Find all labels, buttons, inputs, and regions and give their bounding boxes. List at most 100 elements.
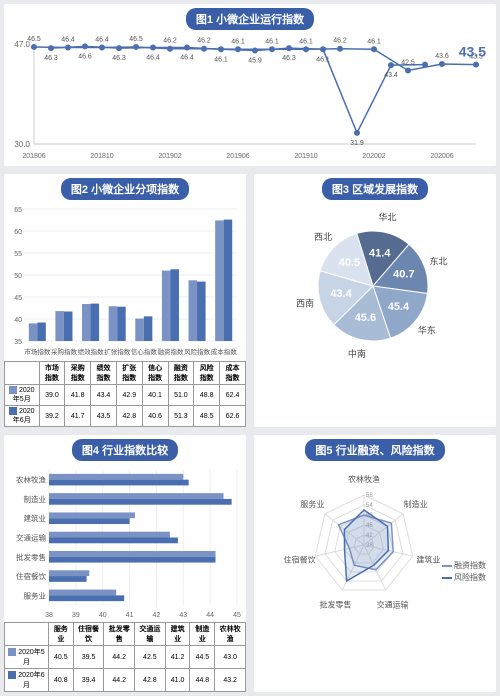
panel-chart4: 图4 行业指数比较 38 39 40 41 42 43 44 45 农林牧渔制造业建筑业交通运输… (4, 435, 246, 692)
svg-text:45.9: 45.9 (248, 57, 262, 64)
svg-text:华北: 华北 (378, 211, 396, 222)
svg-text:46.4: 46.4 (61, 37, 75, 44)
svg-text:201910: 201910 (294, 153, 317, 160)
svg-text:46.2: 46.2 (163, 38, 177, 45)
svg-text:批发零售: 批发零售 (319, 599, 351, 609)
svg-text:中南: 中南 (348, 348, 366, 359)
svg-text:建筑业: 建筑业 (24, 513, 47, 523)
svg-text:制造业: 制造业 (404, 499, 428, 509)
svg-text:住宿餐饮: 住宿餐饮 (284, 555, 316, 565)
svg-text:服务业: 服务业 (24, 590, 47, 600)
svg-text:风险指数: 风险指数 (184, 347, 211, 356)
svg-text:46.2: 46.2 (197, 38, 211, 45)
svg-text:农林牧渔: 农林牧渔 (348, 474, 380, 484)
svg-text:46.4: 46.4 (180, 55, 194, 62)
svg-text:43: 43 (179, 612, 187, 619)
svg-text:45: 45 (14, 295, 22, 302)
svg-text:制造业: 制造业 (24, 494, 47, 504)
svg-text:46.1: 46.1 (316, 56, 330, 63)
svg-text:扩张指数: 扩张指数 (104, 347, 131, 356)
svg-text:39: 39 (72, 612, 80, 619)
svg-text:46.4: 46.4 (95, 37, 109, 44)
svg-text:46.3: 46.3 (282, 55, 296, 62)
svg-text:44: 44 (206, 612, 214, 619)
svg-text:202002: 202002 (362, 153, 385, 160)
chart4-table: 服务业住宿餐饮批发零售交通运输建筑业制造业农林牧渔2020年5月40.539.5… (4, 622, 246, 692)
svg-text:交通运输: 交通运输 (377, 599, 409, 609)
svg-text:46.3: 46.3 (112, 55, 126, 62)
pie-chart: 41.4 华北 40.7 东北 45.4 华东 45.6 中南 43.4 西南 40.5 西北 (254, 204, 492, 359)
svg-text:46.4: 46.4 (146, 55, 160, 62)
svg-text:41: 41 (126, 612, 134, 619)
panel-chart1: 图1 小微企业运行指数 30.047.046.346.646.346.446.4… (4, 4, 496, 166)
svg-text:201906: 201906 (226, 153, 249, 160)
svg-text:45: 45 (233, 612, 241, 619)
svg-text:西南: 西南 (296, 297, 314, 308)
svg-text:41.4: 41.4 (369, 248, 391, 260)
chart1-title: 图1 小微企业运行指数 (186, 8, 314, 30)
chart2-table: 市场指数采购指数绩效指数扩张指数信心指数融资指数风险指数成本指数2020年5月3… (4, 361, 246, 427)
svg-text:华东: 华东 (418, 325, 436, 336)
line-chart: 30.047.046.346.646.346.446.446.145.946.3… (4, 34, 496, 164)
svg-text:东北: 东北 (429, 255, 447, 266)
svg-text:201902: 201902 (158, 153, 181, 160)
svg-text:202006: 202006 (430, 153, 453, 160)
svg-text:42: 42 (153, 612, 161, 619)
panel-chart3: 图3 区域发展指数 41.4 华北 40.7 东北 45.4 华东 45.6 中南 43.4 西南… (254, 174, 496, 427)
svg-text:40: 40 (99, 612, 107, 619)
svg-text:46.5: 46.5 (129, 36, 143, 43)
svg-text:65: 65 (14, 207, 22, 214)
chart3-title: 图3 区域发展指数 (322, 178, 428, 200)
svg-text:市场指数: 市场指数 (24, 347, 51, 356)
svg-text:45.6: 45.6 (355, 312, 376, 324)
svg-text:40.5: 40.5 (339, 257, 360, 269)
panel-chart2: 图2 小微企业分项指数 35 40 45 50 55 60 65 市场指数采购指数绩效指数扩张… (4, 174, 246, 427)
bar-chart: 35 40 45 50 55 60 65 市场指数采购指数绩效指数扩张指数信心指数融资指数风险… (4, 204, 242, 359)
svg-text:西北: 西北 (314, 232, 332, 242)
svg-text:融资指数: 融资指数 (157, 347, 184, 356)
chart5-title: 图5 行业融资、风险指数 (305, 439, 444, 461)
svg-text:建筑业: 建筑业 (416, 555, 440, 565)
svg-text:46.6: 46.6 (78, 53, 92, 60)
svg-text:46.3: 46.3 (44, 55, 58, 62)
svg-text:46.2: 46.2 (333, 38, 347, 45)
svg-text:35: 35 (14, 339, 22, 346)
svg-text:45.4: 45.4 (388, 301, 410, 313)
svg-text:46.5: 46.5 (27, 36, 41, 43)
svg-text:31.9: 31.9 (350, 140, 364, 147)
svg-text:43.4: 43.4 (384, 72, 398, 79)
svg-text:46.1: 46.1 (367, 38, 381, 45)
svg-text:54: 54 (366, 503, 373, 509)
svg-text:40.7: 40.7 (393, 268, 414, 280)
svg-text:30.0: 30.0 (14, 140, 30, 149)
svg-text:60: 60 (14, 229, 22, 236)
svg-text:50: 50 (14, 273, 22, 280)
chart2-title: 图2 小微企业分项指数 (61, 178, 189, 200)
radar-chart: 384246505458农林牧渔制造业建筑业交通运输批发零售住宿餐饮服务业融资指… (254, 465, 492, 620)
svg-text:成本指数: 成本指数 (211, 347, 238, 356)
svg-text:38: 38 (45, 612, 53, 619)
svg-text:住宿餐饮: 住宿餐饮 (16, 571, 46, 581)
svg-text:43.4: 43.4 (330, 288, 352, 300)
svg-text:43.5: 43.5 (459, 44, 486, 60)
svg-text:融资指数: 融资指数 (454, 560, 486, 570)
svg-text:46.1: 46.1 (231, 38, 245, 45)
svg-text:58: 58 (366, 493, 373, 499)
svg-text:43.6: 43.6 (435, 53, 449, 60)
svg-text:42.5: 42.5 (401, 59, 415, 66)
svg-text:采购指数: 采购指数 (51, 347, 78, 356)
svg-text:绩效指数: 绩效指数 (78, 347, 105, 356)
svg-text:信心指数: 信心指数 (131, 347, 158, 356)
panel-chart5: 图5 行业融资、风险指数 384246505458农林牧渔制造业建筑业交通运输批… (254, 435, 496, 692)
svg-text:交通运输: 交通运输 (16, 533, 46, 543)
svg-text:40: 40 (14, 317, 22, 324)
svg-text:46.1: 46.1 (214, 56, 228, 63)
hbar-chart: 3839404142434445农林牧渔制造业建筑业交通运输批发零售住宿餐饮服务… (4, 465, 242, 620)
svg-text:农林牧渔: 农林牧渔 (16, 475, 46, 485)
svg-text:46.1: 46.1 (299, 38, 313, 45)
svg-text:201810: 201810 (90, 153, 113, 160)
svg-text:46.1: 46.1 (265, 38, 279, 45)
chart4-title: 图4 行业指数比较 (72, 439, 178, 461)
svg-text:201806: 201806 (22, 153, 45, 160)
svg-text:55: 55 (14, 251, 22, 258)
